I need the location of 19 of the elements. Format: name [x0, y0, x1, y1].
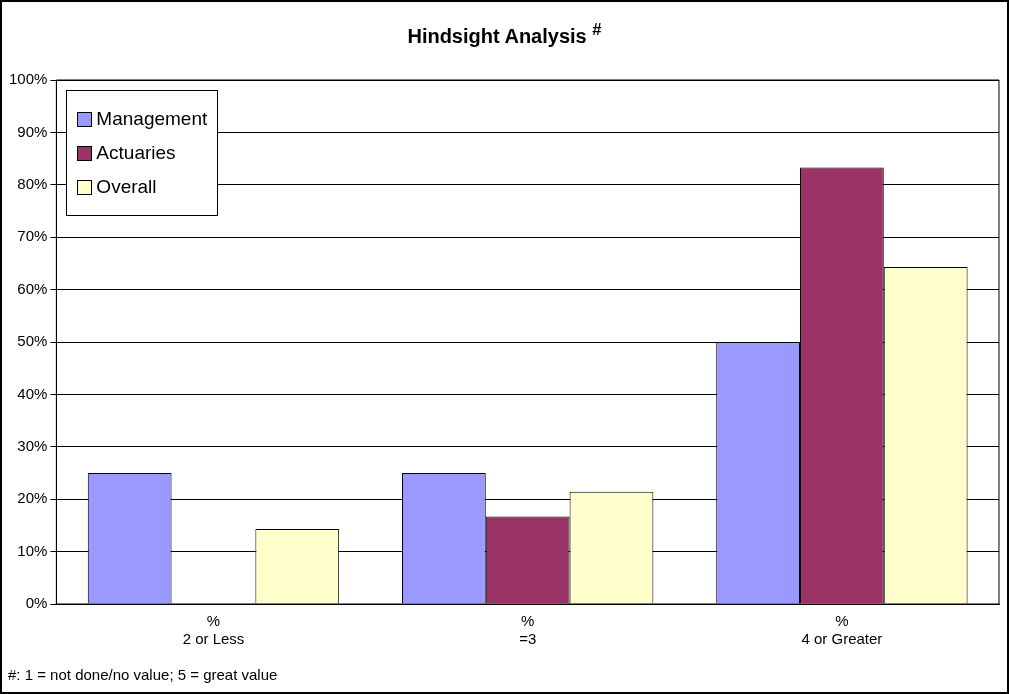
legend-label: Overall [96, 176, 157, 198]
y-tick-label: 40% [17, 384, 48, 402]
y-tick-label: 100% [8, 70, 48, 88]
y-tick-label: 60% [17, 279, 48, 297]
text: #: 1 = not done/no value; 5 = great value [8, 666, 278, 683]
y-tick-label: 80% [17, 174, 48, 192]
x-tick-label: % =3 [519, 612, 537, 648]
y-tick-label: 70% [17, 227, 48, 245]
x-tick-label: % 2 or Less [182, 612, 245, 648]
y-tick-label: 10% [17, 541, 48, 559]
legend-label: Actuaries [96, 142, 176, 164]
legend-label: Management [96, 108, 208, 130]
y-tick-label: 30% [17, 436, 48, 454]
y-tick-label: 90% [17, 122, 48, 140]
y-tick-label: 50% [17, 332, 48, 350]
chart-title: Hindsight Analysis $^{#}$ [406, 20, 603, 48]
y-tick-label: 20% [17, 489, 48, 507]
y-tick-label: 0% [25, 594, 48, 612]
x-tick-label: % 4 or Greater [801, 612, 883, 648]
